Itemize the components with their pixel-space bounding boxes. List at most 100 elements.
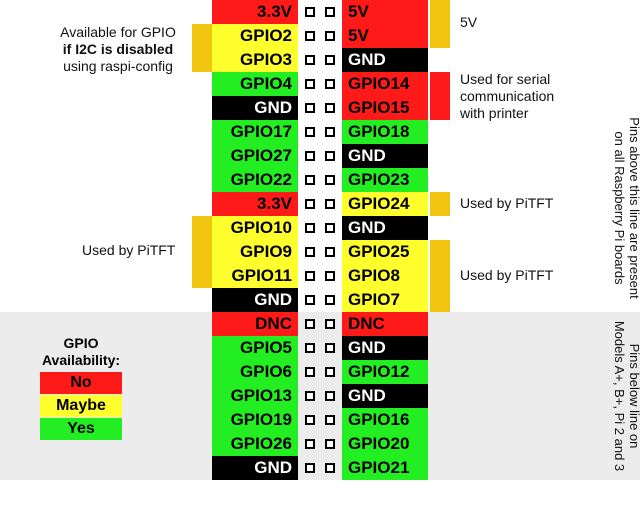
pin-label-right: GND — [342, 144, 428, 168]
pin-square-right — [325, 295, 335, 305]
i2c-note-line3: using raspi-config — [63, 58, 173, 74]
pin-square-left — [305, 103, 315, 113]
legend-title-line2: Availability: — [41, 352, 121, 368]
pin-square-left — [305, 271, 315, 281]
pin-square-left — [305, 247, 315, 257]
pin-square-left — [305, 367, 315, 377]
pin-square-right — [325, 175, 335, 185]
pin-square-left — [305, 295, 315, 305]
pin-label-right: GND — [342, 216, 428, 240]
side-note-bottom: Pins below line on Models A+, B+, Pi 2 a… — [612, 266, 640, 526]
pin-label-left: GPIO22 — [212, 168, 298, 192]
pin-label-right: GPIO12 — [342, 360, 428, 384]
pin-square-right — [325, 7, 335, 17]
pin-square-right — [325, 31, 335, 41]
pin-label-left: GPIO2 — [212, 24, 298, 48]
pin-square-left — [305, 127, 315, 137]
pin-label-left: GPIO3 — [212, 48, 298, 72]
pin-square-left — [305, 343, 315, 353]
pin-square-right — [325, 271, 335, 281]
serial-note-line2: communication — [460, 88, 555, 104]
pitft-left-bracket — [192, 216, 212, 288]
pin-label-left: GPIO11 — [212, 264, 298, 288]
pin-label-left: GPIO5 — [212, 336, 298, 360]
pin-square-right — [325, 103, 335, 113]
pin-label-left: GPIO27 — [212, 144, 298, 168]
pin-label-right: 5V — [342, 0, 428, 24]
legend-title-line1: GPIO — [63, 335, 99, 351]
pin-square-right — [325, 391, 335, 401]
legend-item-no: No — [40, 372, 122, 394]
pin-square-left — [305, 463, 315, 473]
pin-label-right: GPIO7 — [342, 288, 428, 312]
pin-square-right — [325, 151, 335, 161]
pin-label-right: DNC — [342, 312, 428, 336]
pin-label-left: GND — [212, 96, 298, 120]
pin-square-right — [325, 79, 335, 89]
serial-note-line3: with printer — [460, 105, 529, 121]
side-note-bottom-line2: Models A+, B+, Pi 2 and 3 — [612, 320, 627, 472]
pin-square-right — [325, 127, 335, 137]
pin-label-left: GND — [212, 456, 298, 480]
pin-label-right: 5V — [342, 24, 428, 48]
pitft-right-note: Used by PiTFT — [460, 267, 554, 283]
serial-note: Used for serial communication with print… — [460, 71, 554, 122]
pin-label-right: GPIO14 — [342, 72, 428, 96]
pin-square-left — [305, 199, 315, 209]
pin-label-left: GPIO17 — [212, 120, 298, 144]
pin-label-left: GPIO4 — [212, 72, 298, 96]
pin-square-right — [325, 319, 335, 329]
pin-square-left — [305, 55, 315, 65]
pin-square-right — [325, 367, 335, 377]
pin-label-right: GPIO21 — [342, 456, 428, 480]
pin-square-left — [305, 79, 315, 89]
pin-label-left: 3.3V — [212, 192, 298, 216]
legend-item-yes: Yes — [40, 418, 122, 440]
pin-label-left: 3.3V — [212, 0, 298, 24]
pin-label-right: GPIO18 — [342, 120, 428, 144]
pin-square-left — [305, 391, 315, 401]
legend-title: GPIO Availability: — [40, 335, 122, 369]
pin-label-right: GPIO15 — [342, 96, 428, 120]
pin-square-left — [305, 31, 315, 41]
serial-note-line1: Used for serial — [460, 71, 551, 87]
pin-label-right: GPIO25 — [342, 240, 428, 264]
pin-square-right — [325, 439, 335, 449]
five-v-note: 5V — [460, 14, 478, 30]
pin-label-left: GPIO13 — [212, 384, 298, 408]
pin-square-left — [305, 415, 315, 425]
i2c-note-line2: if I2C is disabled — [62, 41, 174, 57]
pin-label-right: GND — [342, 384, 428, 408]
pin-label-left: GPIO19 — [212, 408, 298, 432]
pin-label-left: GPIO10 — [212, 216, 298, 240]
pin-label-right: GND — [342, 48, 428, 72]
pin-label-right: GPIO24 — [342, 192, 428, 216]
pitft-single-note: Used by PiTFT — [460, 195, 554, 211]
pin-square-left — [305, 151, 315, 161]
pitft-right-bracket — [430, 240, 450, 312]
pin-label-right: GND — [342, 336, 428, 360]
i2c-note-line1: Available for GPIO — [60, 24, 176, 40]
pin-label-right: GPIO16 — [342, 408, 428, 432]
pin-label-left: GPIO26 — [212, 432, 298, 456]
i2c-note: Available for GPIO if I2C is disabled us… — [48, 24, 188, 75]
i2c-bracket — [192, 24, 212, 72]
pin-square-left — [305, 439, 315, 449]
pin-square-right — [325, 463, 335, 473]
five-v-bracket — [430, 0, 450, 48]
pin-label-left: GPIO6 — [212, 360, 298, 384]
pin-label-left: GPIO9 — [212, 240, 298, 264]
pin-label-right: GPIO23 — [342, 168, 428, 192]
side-note-bottom-line1: Pins below line on — [627, 343, 640, 449]
pin-label-left: DNC — [212, 312, 298, 336]
pin-square-right — [325, 415, 335, 425]
pin-square-right — [325, 247, 335, 257]
pitft-left-note: Used by PiTFT — [82, 242, 176, 258]
pin-square-left — [305, 175, 315, 185]
pin-label-left: GND — [212, 288, 298, 312]
serial-bracket — [430, 72, 450, 120]
legend-item-maybe: Maybe — [40, 395, 122, 417]
pitft-single-bracket — [430, 192, 450, 216]
pin-label-right: GPIO20 — [342, 432, 428, 456]
pin-label-right: GPIO8 — [342, 264, 428, 288]
